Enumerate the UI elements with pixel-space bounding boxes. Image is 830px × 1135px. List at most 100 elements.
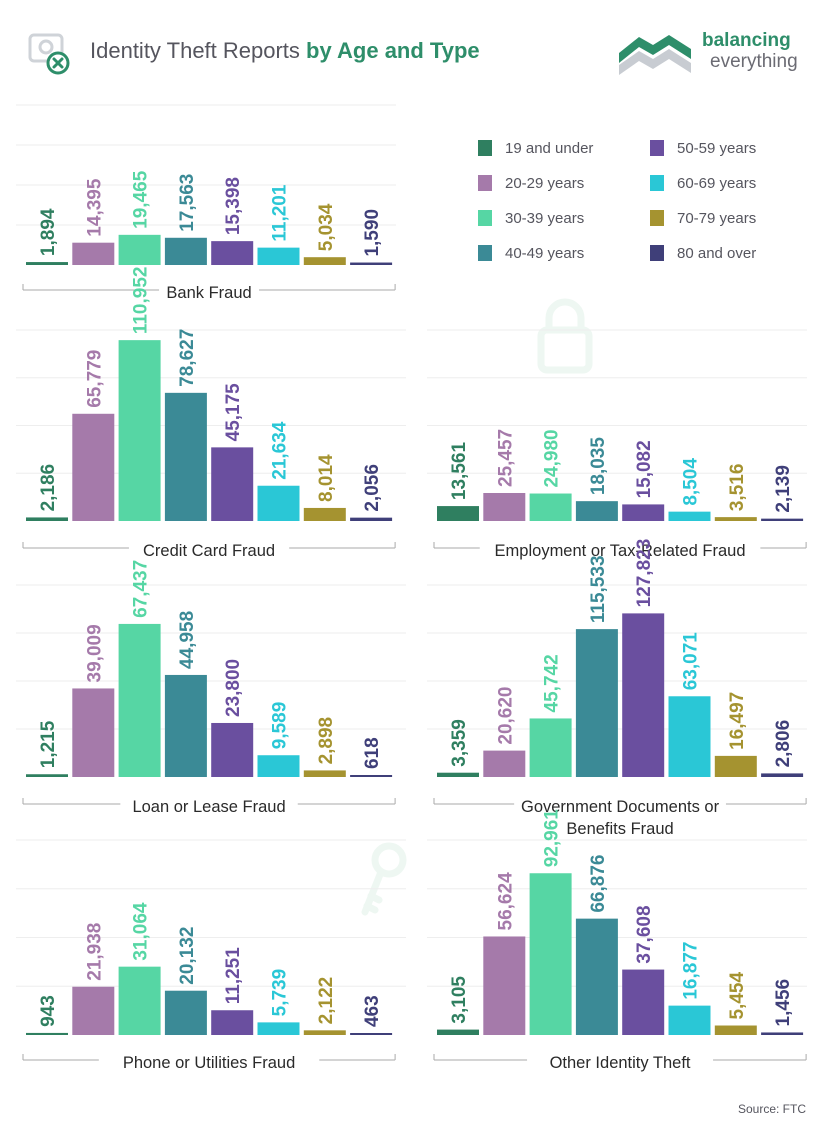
bar: [668, 696, 711, 777]
data-label: 44,958: [177, 611, 198, 669]
title-part-1: Identity Theft Reports: [90, 38, 307, 63]
legend-label: 40-49 years: [505, 244, 585, 262]
logo-text-line-1: balancing: [702, 30, 791, 51]
bar: [714, 1025, 757, 1035]
data-label: 78,627: [177, 329, 198, 387]
data-label: 1,456: [773, 979, 794, 1027]
bar: [622, 613, 665, 777]
chart-title: Loan or Lease Fraud: [132, 798, 285, 816]
data-label: 20,132: [177, 927, 198, 985]
bar: [257, 247, 300, 265]
bar: [483, 750, 526, 777]
data-label: 15,082: [634, 440, 655, 498]
bar: [668, 1005, 711, 1035]
data-label: 24,980: [542, 429, 563, 487]
data-label: 1,894: [38, 208, 59, 256]
data-label: 127,823: [634, 539, 655, 608]
bar: [164, 392, 207, 521]
data-label: 92,961: [542, 809, 563, 868]
data-label: 65,779: [84, 350, 105, 408]
chart-title: Credit Card Fraud: [143, 542, 275, 560]
legend-label: 20-29 years: [505, 174, 585, 192]
data-label: 17,563: [177, 174, 198, 232]
data-label: 11,201: [270, 184, 291, 241]
data-label: 21,938: [84, 923, 105, 981]
data-label: 1,590: [362, 209, 383, 257]
data-label: 618: [362, 737, 383, 769]
page-title: Identity Theft Reports by Age and Type: [90, 38, 480, 64]
bar: [26, 774, 68, 777]
bar: [72, 688, 115, 777]
data-label: 39,009: [84, 624, 105, 682]
data-label: 2,056: [362, 464, 383, 512]
data-label: 11,251: [223, 947, 244, 1004]
data-label: 115,533: [588, 555, 609, 623]
bar: [303, 507, 346, 521]
legend-label: 70-79 years: [677, 209, 757, 227]
data-label: 66,876: [588, 855, 609, 913]
bar: [303, 770, 346, 777]
legend-label: 30-39 years: [505, 209, 585, 227]
legend-label: 80 and over: [677, 244, 757, 262]
legend-swatch: [478, 140, 492, 156]
data-label: 18,035: [588, 437, 609, 496]
bar: [118, 234, 161, 265]
chart-title: Other Identity Theft: [550, 1054, 691, 1072]
bar: [483, 936, 526, 1035]
legend-swatch: [650, 210, 664, 226]
bar: [164, 990, 207, 1035]
legend-item: 20-29 years: [478, 173, 584, 193]
legend-item: 19 and under: [478, 138, 593, 158]
legend-swatch: [650, 140, 664, 156]
legend-swatch: [478, 245, 492, 261]
bar: [575, 501, 618, 521]
data-label: 25,457: [495, 429, 516, 487]
bar: [575, 629, 618, 777]
header: Identity Theft Reports by Age and Type b…: [0, 0, 830, 90]
data-label: 2,806: [773, 720, 794, 768]
bar: [118, 623, 161, 777]
bar: [72, 986, 115, 1035]
legend-item: 60-69 years: [650, 173, 756, 193]
chart-title: Government Documents or: [521, 798, 720, 816]
chart-title: Benefits Fraud: [566, 820, 673, 838]
legend-label: 19 and under: [505, 139, 594, 157]
legend: 19 and under 20-29 years 30-39 years 40-49 …: [478, 138, 798, 268]
bar: [529, 493, 572, 521]
legend-swatch: [650, 245, 664, 261]
legend-item: 70-79 years: [650, 208, 756, 228]
data-label: 3,105: [449, 976, 470, 1024]
bar: [350, 775, 393, 777]
bar: [211, 1010, 254, 1035]
bar: [257, 485, 300, 521]
data-label: 9,589: [270, 702, 291, 750]
data-label: 45,742: [542, 654, 563, 712]
bar: [118, 340, 161, 521]
legend-item: 80 and over: [650, 243, 756, 263]
data-label: 16,497: [727, 692, 748, 750]
bar: [761, 1032, 804, 1035]
logo-text-line-2: everything: [710, 51, 798, 72]
webcam-icon: [28, 33, 70, 75]
bar: [761, 773, 804, 777]
chart-title-bg: [120, 794, 298, 814]
data-label: 2,186: [38, 464, 59, 512]
bar: [303, 1030, 346, 1035]
chart-title-bg: [527, 1050, 714, 1070]
bar: [350, 262, 393, 265]
data-label: 5,454: [727, 972, 748, 1020]
data-label: 45,175: [223, 383, 244, 442]
data-label: 5,034: [316, 203, 337, 251]
chart-title-bg: [514, 794, 726, 814]
legend-swatch: [478, 175, 492, 191]
data-label: 21,634: [270, 421, 291, 480]
bar: [211, 241, 254, 265]
bar: [257, 755, 300, 777]
chart-title-bg: [159, 280, 260, 300]
bar: [26, 262, 68, 265]
data-label: 19,465: [131, 170, 152, 229]
legend-swatch: [650, 175, 664, 191]
data-label: 3,516: [727, 464, 748, 512]
chart-title-bg: [128, 538, 290, 558]
bar: [529, 873, 572, 1035]
